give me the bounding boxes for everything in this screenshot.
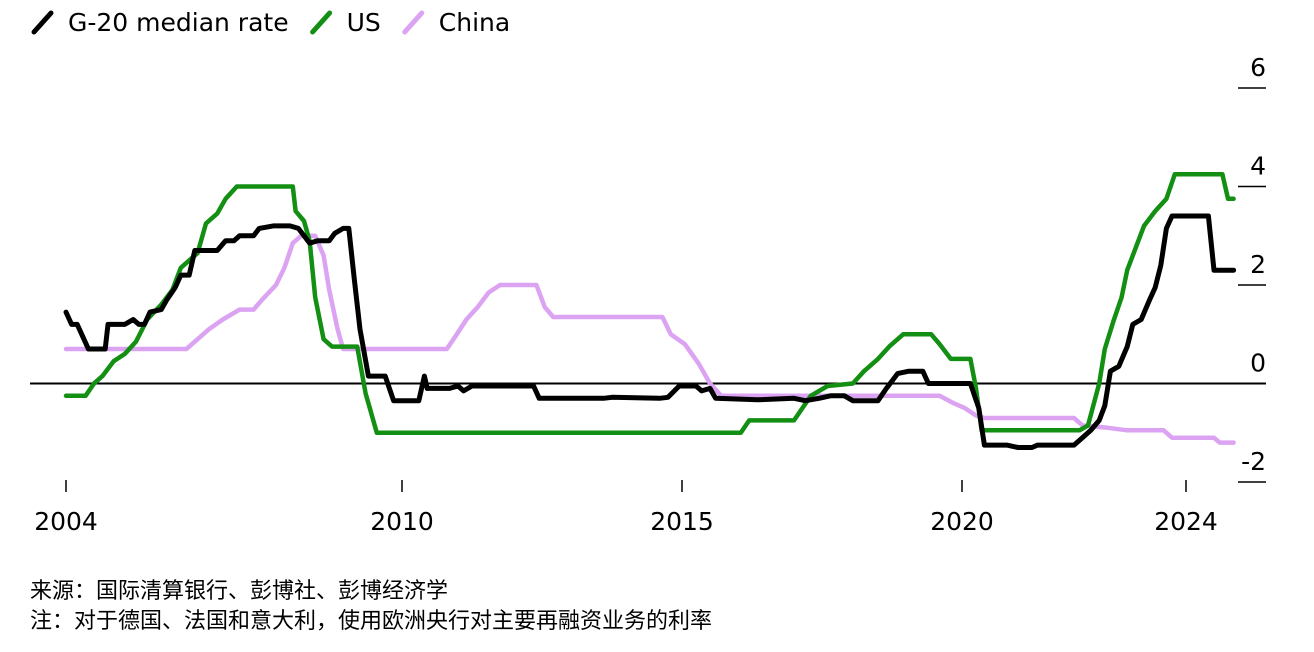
- series-layer: [63, 171, 1237, 450]
- x-tick-label: 2004: [34, 507, 98, 536]
- legend-marker: [310, 10, 333, 35]
- x-tick-label: 2015: [650, 507, 714, 536]
- y-tick-label: 0: [1250, 349, 1266, 378]
- legend-label: China: [439, 8, 510, 37]
- series-line-g-20-median-rate: [63, 213, 1237, 450]
- series-line-us: [63, 171, 1236, 436]
- y-tick-label: 6: [1250, 53, 1266, 82]
- y-axis: 6 4 2 0 -2: [1238, 53, 1266, 483]
- legend: G-20 median rate US China: [31, 8, 510, 37]
- y-tick-label: 4: [1250, 152, 1266, 181]
- legend-marker: [402, 10, 425, 35]
- x-tick-label: 2024: [1154, 507, 1218, 536]
- y-tick-label: -2: [1241, 447, 1266, 476]
- series-line-china: [63, 233, 1236, 445]
- legend-marker: [31, 10, 54, 35]
- x-tick-label: 2020: [930, 507, 994, 536]
- x-axis: 2004 2010 2015 2020 2024: [34, 480, 1218, 536]
- y-tick-label: 2: [1250, 250, 1266, 279]
- source-note: 来源：国际清算银行、彭博社、彭博经济学: [30, 579, 449, 604]
- legend-label: G-20 median rate: [68, 8, 289, 37]
- footnote: 注：对于德国、法国和意大利，使用欧洲央行对主要再融资业务的利率: [30, 609, 713, 634]
- x-tick-label: 2010: [370, 507, 434, 536]
- legend-label: US: [347, 8, 381, 37]
